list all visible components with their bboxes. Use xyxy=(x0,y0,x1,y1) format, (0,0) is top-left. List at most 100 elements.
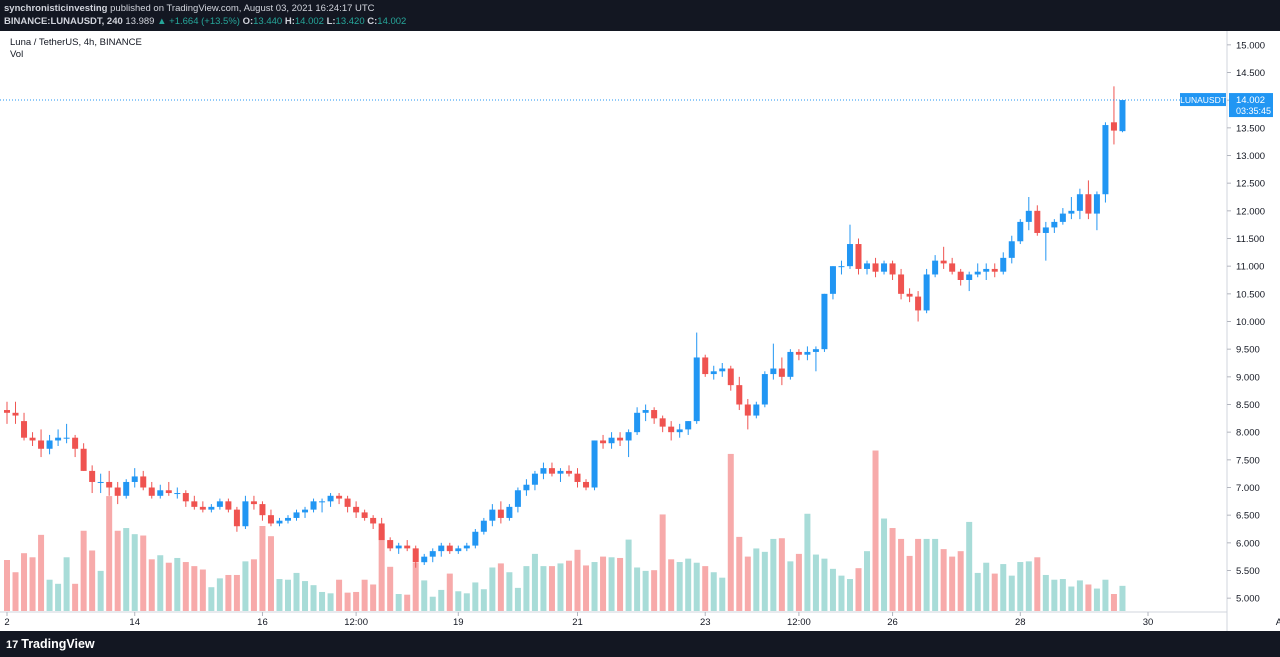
price-tick-label: 14.500 xyxy=(1236,68,1265,79)
volume-bar xyxy=(80,530,87,611)
candle-body xyxy=(668,426,675,433)
time-tick-label: 2 xyxy=(4,617,9,628)
candle-body xyxy=(302,509,309,513)
candle-body xyxy=(72,437,79,449)
price-change: ▲ +1.664 (+13.5%) xyxy=(157,16,240,27)
time-tick-label: 14 xyxy=(129,617,140,628)
volume-bar xyxy=(293,572,300,611)
candle-body xyxy=(157,490,164,496)
volume-bar xyxy=(1076,580,1083,611)
volume-bar xyxy=(370,584,377,611)
candle-body xyxy=(1119,100,1126,132)
volume-bar xyxy=(259,526,266,611)
volume-bar xyxy=(38,534,45,611)
candle-body xyxy=(123,481,130,496)
low-value: 13.420 xyxy=(335,16,365,27)
volume-bar xyxy=(1059,579,1066,611)
volume-bar xyxy=(12,572,19,611)
candle-body xyxy=(514,490,521,507)
candle-body xyxy=(949,263,956,272)
volume-bar xyxy=(915,538,922,611)
volume-bar xyxy=(523,566,530,611)
chart-area[interactable]: 15.00014.50014.00013.50013.00012.50012.0… xyxy=(0,31,1280,631)
price-tick-label: 6.500 xyxy=(1236,511,1260,522)
candlestick-chart[interactable]: 15.00014.50014.00013.50013.00012.50012.0… xyxy=(0,31,1280,631)
volume-bar xyxy=(472,582,479,611)
volume-bar xyxy=(46,579,53,611)
volume-bar xyxy=(29,557,36,611)
candle-body xyxy=(89,470,96,482)
volume-bar xyxy=(702,566,709,611)
candle-body xyxy=(182,493,189,502)
candle-body xyxy=(63,437,70,439)
price-tick-label: 10.500 xyxy=(1236,289,1265,300)
candle-body xyxy=(165,490,172,494)
candle-body xyxy=(370,517,377,524)
candle-body xyxy=(608,437,615,444)
price-tick-label: 5.000 xyxy=(1236,594,1260,605)
candle-body xyxy=(617,437,624,441)
volume-bar xyxy=(600,556,607,611)
volume-bar xyxy=(719,577,726,611)
price-tick-label: 10.000 xyxy=(1236,317,1265,328)
candle-body xyxy=(506,506,513,518)
volume-bar xyxy=(855,568,862,611)
price-tick-label: 11.000 xyxy=(1236,262,1264,273)
publisher-name[interactable]: synchronisticinvesting xyxy=(4,3,108,14)
volume-bar xyxy=(617,557,624,611)
volume-bar xyxy=(634,567,641,611)
volume-bar xyxy=(63,557,70,611)
volume-bar xyxy=(446,573,453,611)
candle-body xyxy=(387,540,394,549)
volume-bar xyxy=(812,554,819,611)
candle-body xyxy=(787,351,794,377)
candle-body xyxy=(353,506,360,513)
candle-body xyxy=(898,274,905,294)
volume-bar xyxy=(114,530,121,611)
candle-body xyxy=(778,368,785,377)
close-label: C: xyxy=(367,16,378,27)
candle-body xyxy=(319,501,326,503)
volume-bar xyxy=(395,594,402,611)
price-tick-label: 11.500 xyxy=(1236,234,1264,245)
candle-body xyxy=(804,351,811,355)
price-tick-label: 9.500 xyxy=(1236,345,1260,356)
volume-bar xyxy=(574,549,581,611)
candle-body xyxy=(719,368,726,372)
candle-layer xyxy=(4,86,1126,568)
tradingview-logo[interactable]: 17 TradingView xyxy=(6,637,95,651)
candle-body xyxy=(1025,210,1032,222)
volume-bar xyxy=(608,557,615,611)
volume-bar xyxy=(191,566,198,611)
symbol-label: BINANCE:LUNAUSDT, 240 xyxy=(4,16,123,27)
price-tick-label: 15.000 xyxy=(1236,40,1265,51)
price-tick-label: 6.000 xyxy=(1236,538,1260,549)
volume-bar xyxy=(659,514,666,611)
tradingview-logo-icon: 17 xyxy=(6,639,19,651)
volume-bar xyxy=(736,536,743,611)
candle-body xyxy=(761,374,768,405)
candle-body xyxy=(1008,241,1015,258)
volume-bar xyxy=(872,450,879,611)
volume-bar xyxy=(174,557,181,611)
volume-bar xyxy=(148,559,155,611)
brand-name: TradingView xyxy=(21,637,95,651)
last-price-label: 14.002 xyxy=(1236,95,1265,106)
price-tick-label: 8.500 xyxy=(1236,400,1260,411)
volume-bar xyxy=(378,529,385,611)
candle-body xyxy=(336,495,343,499)
volume-bar xyxy=(267,536,274,611)
volume-bar xyxy=(199,569,206,611)
candle-body xyxy=(1017,221,1024,242)
volume-bar xyxy=(319,591,326,611)
candle-body xyxy=(710,371,717,375)
candle-body xyxy=(199,506,206,510)
volume-bar xyxy=(438,589,445,611)
publish-line: synchronisticinvesting published on Trad… xyxy=(4,3,375,14)
volume-bar xyxy=(123,528,130,611)
candle-body xyxy=(838,266,845,268)
candle-body xyxy=(395,545,402,549)
volume-bar xyxy=(898,538,905,611)
